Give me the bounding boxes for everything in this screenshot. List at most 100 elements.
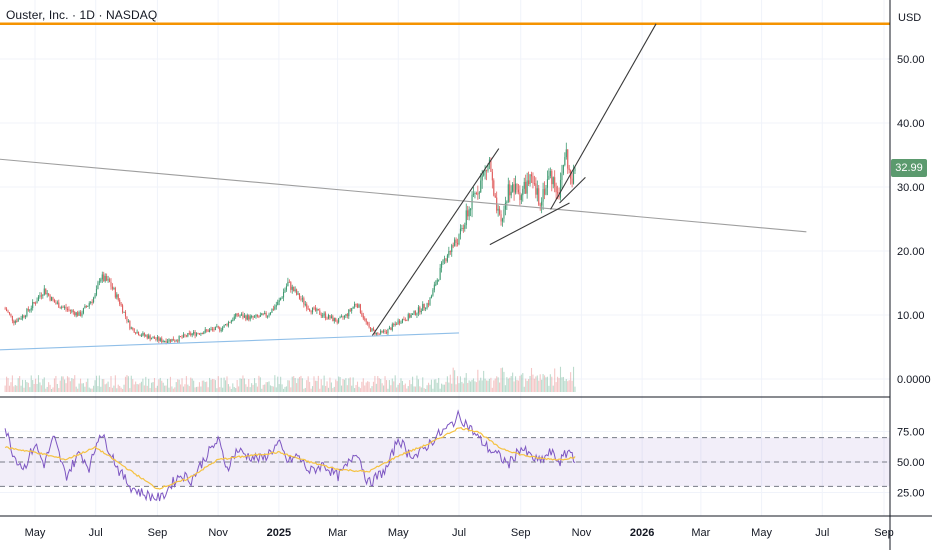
candle-body xyxy=(79,312,82,316)
volume-bar xyxy=(496,376,498,392)
candle-body xyxy=(381,330,383,332)
candle-body xyxy=(214,326,216,330)
candle-body xyxy=(493,180,495,196)
drawing-overlays xyxy=(0,22,890,351)
candle-body xyxy=(514,183,517,193)
volume-bar xyxy=(264,384,266,392)
volume-bar xyxy=(555,382,557,392)
candle-body xyxy=(475,192,477,194)
volume-bar xyxy=(113,385,115,392)
volume-bar xyxy=(275,387,277,392)
candle-body xyxy=(378,333,380,335)
volume-bar xyxy=(343,379,345,392)
volume-bar xyxy=(559,366,562,392)
candle-body xyxy=(329,315,331,319)
volume-bar xyxy=(530,367,533,392)
volume-bar xyxy=(284,386,286,392)
candle-body xyxy=(65,306,67,309)
volume-bar xyxy=(165,385,167,392)
candle-body xyxy=(500,214,502,222)
volume-bar xyxy=(251,383,253,392)
volume-bar xyxy=(152,382,154,392)
candle-body xyxy=(481,175,483,181)
candle-body xyxy=(326,318,328,320)
volume-bar xyxy=(423,388,425,392)
volume-bar xyxy=(185,376,187,392)
candle-body xyxy=(461,228,463,230)
candle-body xyxy=(472,193,475,195)
time-axis-tick-label: 2026 xyxy=(630,527,654,539)
volume-bar xyxy=(287,380,289,392)
candle-body xyxy=(203,332,205,335)
candle-body xyxy=(419,307,421,313)
candle-body xyxy=(236,313,238,316)
candle-body xyxy=(168,339,170,342)
candle-body xyxy=(259,315,261,317)
candle-body xyxy=(523,181,525,189)
volume-bar xyxy=(195,386,198,392)
candle-body xyxy=(120,304,122,306)
volume-bar xyxy=(219,387,221,392)
candle-body xyxy=(301,298,303,300)
candle-body xyxy=(296,289,298,295)
volume-bar xyxy=(338,376,340,392)
candle-body xyxy=(336,321,338,323)
candle-body xyxy=(181,336,183,338)
candle-body xyxy=(148,335,150,339)
candle-body xyxy=(430,295,432,299)
candle-body xyxy=(311,307,314,313)
trend-line xyxy=(0,332,460,351)
candle-body xyxy=(26,308,28,317)
candle-body xyxy=(91,301,93,303)
volume-bar xyxy=(217,376,219,392)
candle-body xyxy=(526,180,528,194)
volume-bar xyxy=(10,382,12,392)
candle-body xyxy=(551,170,553,185)
candle-body xyxy=(29,309,31,311)
candle-body xyxy=(191,333,193,336)
volume-bar xyxy=(8,385,11,392)
candle-body xyxy=(258,316,260,318)
candle-body xyxy=(561,173,563,180)
candle-body xyxy=(153,337,156,339)
volume-bar xyxy=(274,375,276,392)
volume-bar xyxy=(294,377,296,392)
volume-bar xyxy=(545,377,547,392)
candle-body xyxy=(343,315,345,318)
volume-bar xyxy=(106,383,108,392)
candle-body xyxy=(145,335,147,337)
volume-bar xyxy=(108,387,111,392)
candle-body xyxy=(349,309,351,311)
volume-bar xyxy=(564,380,566,392)
volume-bar xyxy=(572,366,575,392)
candle-body xyxy=(503,209,505,219)
candle-body xyxy=(69,309,71,312)
volume-bar xyxy=(95,375,98,392)
volume-bar xyxy=(528,379,530,392)
volume-bar xyxy=(53,378,55,392)
volume-bar xyxy=(88,387,90,392)
candle-body xyxy=(397,320,399,325)
volume-bar xyxy=(71,378,73,392)
candle-body xyxy=(436,279,438,285)
volume-bar xyxy=(116,388,118,392)
volume-bar xyxy=(285,386,287,392)
candle-body xyxy=(240,314,243,316)
volume-bar xyxy=(169,376,171,392)
volume-bar xyxy=(301,378,303,392)
volume-bar xyxy=(262,384,264,392)
candle-body xyxy=(172,338,174,341)
volume-bar xyxy=(17,378,19,392)
volume-bar xyxy=(398,383,401,392)
volume-bar xyxy=(487,380,489,392)
currency-label[interactable]: USD xyxy=(898,12,922,24)
candle-body xyxy=(227,322,229,326)
candle-body xyxy=(394,323,396,325)
candle-body xyxy=(253,316,256,318)
volume-bar xyxy=(462,383,464,392)
candle-body xyxy=(24,316,26,318)
candle-body xyxy=(510,191,512,196)
volume-bar xyxy=(210,379,212,392)
volume-bar xyxy=(272,386,274,392)
